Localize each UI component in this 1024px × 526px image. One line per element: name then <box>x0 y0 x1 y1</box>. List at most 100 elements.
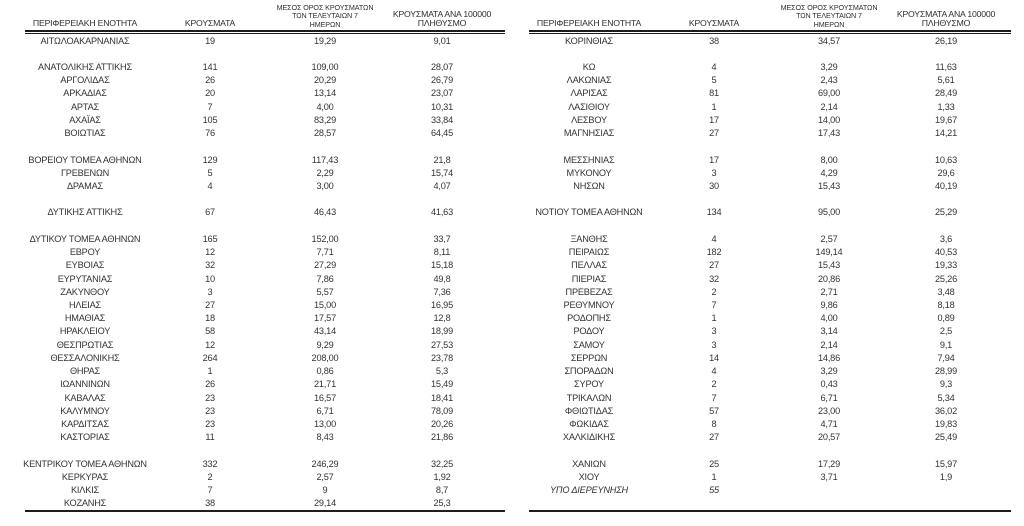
cell-region: ΦΘΙΩΤΙΔΑΣ <box>564 405 614 416</box>
cell-avg7: 15,43 <box>818 260 840 271</box>
cell-cases: 7 <box>207 485 213 496</box>
cell-region: ΞΑΝΘΗΣ <box>570 233 608 244</box>
cell-per100k: 1,9 <box>939 471 953 482</box>
cell-avg7: 19,29 <box>314 35 336 46</box>
table-row: ΤΡΙΚΑΛΩΝ 7 6,71 5,34 <box>529 391 1011 404</box>
cell-avg7: 3,71 <box>820 471 838 482</box>
cell-region: ΓΡΕΒΕΝΩΝ <box>60 167 110 178</box>
regional-cases-table-left: ΠΕΡΙΦΕΡΕΙΑΚΗ ΕΝΟΤΗΤΑ ΚΡΟΥΣΜΑΤΑ ΜΕΣΟΣ ΟΡΟ… <box>23 2 505 512</box>
table-bottom-border <box>25 509 505 512</box>
col-header-per100k-line2: ΠΛΗΘΥΣΜΟ <box>417 18 467 29</box>
cell-per100k: 15,49 <box>431 379 453 390</box>
cell-region: ΠΕΛΛΑΣ <box>571 260 607 271</box>
cell-region: ΛΑΡΙΣΑΣ <box>570 88 608 99</box>
cell-region: ΠΡΕΒΕΖΑΣ <box>565 286 613 297</box>
table-row: ΑΝΑΤΟΛΙΚΗΣ ΑΤΤΙΚΗΣ 141 109,00 28,07 <box>25 60 505 73</box>
cell-cases: 10 <box>205 273 215 284</box>
cell-region: ΡΟΔΟΥ <box>573 326 605 337</box>
cell-avg7: 9 <box>322 485 328 496</box>
cell-cases: 27 <box>709 260 719 271</box>
cell-cases: 38 <box>205 498 215 509</box>
cell-per100k: 25,29 <box>935 207 957 218</box>
cell-avg7: 3,14 <box>820 326 838 337</box>
cell-avg7: 14,86 <box>818 352 840 363</box>
cell-per100k: 15,18 <box>431 260 453 271</box>
table-row: ΓΡΕΒΕΝΩΝ 5 2,29 15,74 <box>25 166 505 179</box>
header-divider <box>529 30 1011 34</box>
cell-avg7: 4,00 <box>316 101 334 112</box>
cell-per100k: 33,84 <box>431 114 453 125</box>
cell-region: ΒΟΙΩΤΙΑΣ <box>64 128 106 139</box>
spacer-row <box>529 219 1011 232</box>
table-row: ΚΙΛΚΙΣ 7 9 8,7 <box>25 483 505 496</box>
cell-cases: 5 <box>711 75 717 86</box>
table-row: ΑΙΤΩΛΟΑΚΑΡΝΑΝΙΑΣ 19 19,29 9,01 <box>25 34 505 47</box>
cell-cases: 32 <box>205 260 215 271</box>
cell-cases: 38 <box>709 35 719 46</box>
cell-per100k: 3,6 <box>939 233 953 244</box>
cell-avg7: 2,71 <box>820 286 838 297</box>
cell-cases: 17 <box>709 154 719 165</box>
cell-avg7: 23,00 <box>818 405 840 416</box>
cell-region: ΕΒΡΟΥ <box>69 247 101 258</box>
cell-avg7: 0,86 <box>316 366 334 377</box>
cell-avg7: 3,29 <box>820 62 838 73</box>
cell-per100k: 0,89 <box>937 313 955 324</box>
cell-avg7: 109,00 <box>311 62 339 73</box>
cell-per100k: 15,74 <box>431 167 453 178</box>
cell-cases: 332 <box>202 458 218 469</box>
cell-per100k: 26,79 <box>431 75 453 86</box>
table-row: ΚΟΖΑΝΗΣ 38 29,14 25,3 <box>25 497 505 510</box>
table-row: ΠΙΕΡΙΑΣ 32 20,86 25,26 <box>529 272 1011 285</box>
table-row: ΝΗΣΩΝ 30 15,43 40,19 <box>529 179 1011 192</box>
cell-cases: 1 <box>711 101 717 112</box>
cell-avg7: 9,86 <box>820 299 838 310</box>
cell-region: ΝΗΣΩΝ <box>573 181 605 192</box>
col-header-avg7: ΜΕΣΟΣ ΟΡΟΣ ΚΡΟΥΣΜΑΤΩΝ ΤΩΝ ΤΕΛΕΥΤΑΙΩΝ 7 Η… <box>779 3 879 30</box>
cell-region: ΜΑΓΝΗΣΙΑΣ <box>563 128 615 139</box>
cell-region: ΛΕΣΒΟΥ <box>571 114 607 125</box>
cell-cases: 134 <box>706 207 722 218</box>
cell-per100k: 49,8 <box>433 273 451 284</box>
table-bottom-border <box>529 509 1011 512</box>
cell-region: ΘΕΣΣΑΛΟΝΙΚΗΣ <box>50 352 120 363</box>
cell-cases: 27 <box>709 128 719 139</box>
table-row: ΣΑΜΟΥ 3 2,14 9,1 <box>529 338 1011 351</box>
table-row: ΞΑΝΘΗΣ 4 2,57 3,6 <box>529 232 1011 245</box>
cell-cases: 55 <box>709 485 719 496</box>
cell-per100k: 12,8 <box>433 313 451 324</box>
cell-per100k: 5,3 <box>435 366 449 377</box>
cell-avg7: 2,57 <box>820 233 838 244</box>
cell-region: ΖΑΚΥΝΘΟΥ <box>60 286 110 297</box>
cell-region: ΛΑΚΩΝΙΑΣ <box>566 75 612 86</box>
cell-per100k: 1,33 <box>937 101 955 112</box>
cell-avg7: 4,29 <box>820 167 838 178</box>
table-row: ΡΟΔΟΠΗΣ 1 4,00 0,89 <box>529 312 1011 325</box>
cell-region: ΑΡΚΑΔΙΑΣ <box>63 88 107 99</box>
cell-per100k: 15,97 <box>935 458 957 469</box>
cell-avg7: 6,71 <box>820 392 838 403</box>
cell-avg7: 14,00 <box>818 114 840 125</box>
cell-avg7: 246,29 <box>311 458 339 469</box>
cell-avg7: 95,00 <box>818 207 840 218</box>
table-row: ΜΥΚΟΝΟΥ 3 4,29 29,6 <box>529 166 1011 179</box>
table-row: ΛΑΚΩΝΙΑΣ 5 2,43 5,61 <box>529 74 1011 87</box>
cell-region: ΕΥΡΥΤΑΝΙΑΣ <box>57 273 113 284</box>
cell-avg7: 8,43 <box>316 432 334 443</box>
table-row: ΛΕΣΒΟΥ 17 14,00 19,67 <box>529 113 1011 126</box>
cell-region: ΑΝΑΤΟΛΙΚΗΣ ΑΤΤΙΚΗΣ <box>38 62 132 73</box>
table-row: ΠΡΕΒΕΖΑΣ 2 2,71 3,48 <box>529 285 1011 298</box>
table-row: ΔΥΤΙΚΗΣ ΑΤΤΙΚΗΣ 67 46,43 41,63 <box>25 206 505 219</box>
cell-per100k: 9,1 <box>939 339 953 350</box>
cell-per100k: 19,67 <box>935 114 957 125</box>
cell-avg7: 83,29 <box>314 114 336 125</box>
table-row: ΗΜΑΘΙΑΣ 18 17,57 12,8 <box>25 312 505 325</box>
cell-cases: 8 <box>711 418 717 429</box>
cell-cases: 2 <box>207 471 213 482</box>
regional-cases-table-right: ΠΕΡΙΦΕΡΕΙΑΚΗ ΕΝΟΤΗΤΑ ΚΡΟΥΣΜΑΤΑ ΜΕΣΟΣ ΟΡΟ… <box>529 2 1011 512</box>
table-row: ΚΩ 4 3,29 11,63 <box>529 60 1011 73</box>
cell-region: ΔΥΤΙΚΟΥ ΤΟΜΕΑ ΑΘΗΝΩΝ <box>29 233 141 244</box>
col-header-per100k: ΚΡΟΥΣΜΑΤΑ ΑΝΑ 100000 ΠΛΗΘΥΣΜΟ <box>387 9 497 29</box>
table-row: ΡΟΔΟΥ 3 3,14 2,5 <box>529 325 1011 338</box>
cell-region: ΚΟΡΙΝΘΙΑΣ <box>564 35 613 46</box>
